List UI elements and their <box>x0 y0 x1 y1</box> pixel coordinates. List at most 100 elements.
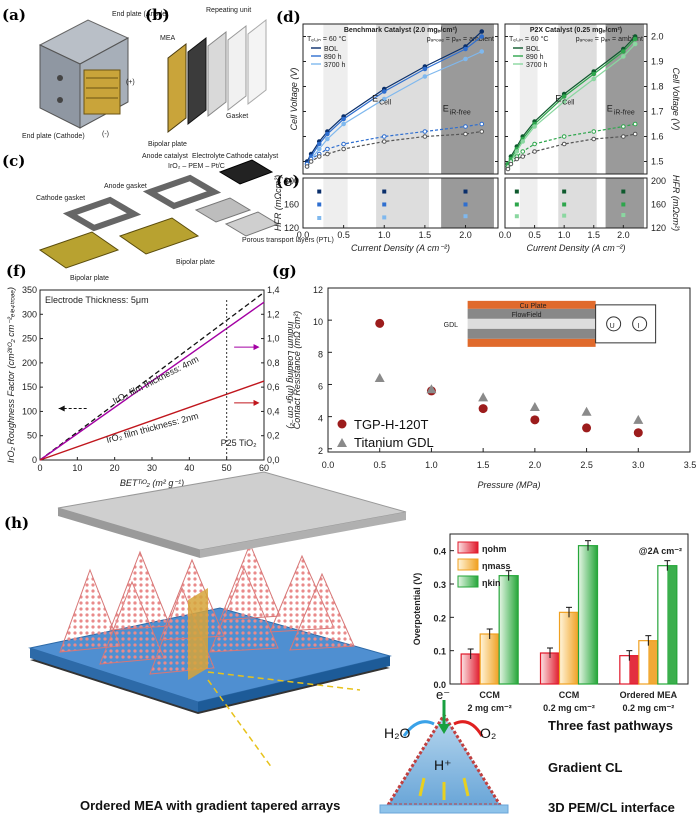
y-axis-label: Overpotential (V) <box>412 573 422 646</box>
annotation-ecell: E <box>372 94 378 104</box>
data-point <box>532 124 537 129</box>
chart-title: P2X Catalyst (0.25 mgᵢᵣ/cm²) <box>530 27 622 34</box>
oxygen-label: O₂ <box>480 725 496 741</box>
y-tick-label: 0 <box>32 455 37 465</box>
data-point <box>317 202 322 207</box>
annotation-eir: E <box>607 104 613 114</box>
y-tick-label: 120 <box>651 223 666 233</box>
legend-label: Titanium GDL <box>354 435 434 450</box>
data-point <box>561 99 567 104</box>
data-point <box>562 189 567 194</box>
legend-label: 890 h <box>526 54 544 61</box>
data-point <box>591 76 597 82</box>
stack-formula-label: IrO₂ – PEM – Pt/C <box>168 163 225 170</box>
data-point <box>621 213 626 218</box>
data-point <box>520 154 526 159</box>
arrow-head-icon <box>58 405 65 412</box>
data-point <box>325 131 330 137</box>
gdl-layer <box>467 318 596 329</box>
water-arrow <box>402 720 435 737</box>
inset-ff-label: FlowField <box>512 312 542 319</box>
data-point-ti <box>426 384 437 394</box>
data-point <box>632 41 638 47</box>
chart-subtitle-right: pₐₙₒₔₑ = pₐₙ = ambient <box>427 36 494 43</box>
bar-fill <box>667 565 677 684</box>
bolt-icon <box>57 75 63 81</box>
data-point <box>341 141 346 147</box>
data-point-ti <box>478 392 489 402</box>
shade-region <box>441 178 494 228</box>
y-tick-label: 350 <box>22 285 37 295</box>
chart-h-bars: 0.0 0.1 0.2 0.3 0.4 CCM 2 mg cm⁻² CCM 0.2 mg cm⁻… <box>412 533 689 713</box>
data-point <box>316 154 322 159</box>
bar-fill <box>648 640 658 684</box>
chart-subtitle-left: Tₑₗ,ᵢₙ = 60 °C <box>307 35 346 43</box>
x-tick-label: 0.0 <box>297 230 310 240</box>
cathode-gasket-label: Cathode gasket <box>36 195 85 202</box>
data-point <box>341 146 346 152</box>
data-point <box>561 94 567 99</box>
data-point <box>514 156 520 162</box>
film-2nm-label: IrO₂ film thickness: 2nm <box>105 411 199 445</box>
data-point <box>479 49 485 54</box>
top-plate <box>57 471 407 551</box>
data-point <box>514 189 519 194</box>
y-tick-label: 2.0 <box>651 32 664 42</box>
y2-tick-label: 0,0 <box>267 455 280 465</box>
interface-label: 3D PEM/CL interface <box>548 800 675 815</box>
data-point-tgp <box>530 415 540 425</box>
x-tick-label: 3.5 <box>684 460 697 470</box>
annotation-eir: E <box>443 104 449 114</box>
data-point <box>382 189 387 194</box>
data-point <box>325 151 330 157</box>
chart-subtitle-left: Tₑₗ,ᵢₙ = 60 °C <box>509 35 548 43</box>
legend-label: BOL <box>526 46 540 53</box>
data-point <box>621 54 626 59</box>
minus-terminal-label: (-) <box>102 131 109 138</box>
shade-region <box>519 178 538 228</box>
data-point <box>508 161 514 167</box>
x-tick-label: 0 <box>37 463 42 473</box>
p25-label: P25 TiO₂ <box>221 438 258 448</box>
film-2nm-line <box>39 380 265 461</box>
x-axis-label: Pressure (MPa) <box>477 480 540 490</box>
bar <box>558 611 580 685</box>
data-point <box>532 141 537 147</box>
inset-circuit <box>595 304 657 344</box>
flowfield-top <box>467 308 596 319</box>
y-axis-label: Contact Resistance (mΩ cm²) <box>292 311 302 429</box>
y-tick-label: 6 <box>318 381 323 391</box>
ptl-sheet <box>194 197 252 223</box>
x-tick-label: 60 <box>259 463 269 473</box>
annotation-ecell-sub: Cell <box>379 100 392 107</box>
data-point <box>479 121 485 127</box>
data-point <box>316 146 322 152</box>
legend-swatch <box>457 541 479 554</box>
data-point <box>514 149 520 154</box>
data-point <box>422 134 428 139</box>
data-point <box>422 129 428 134</box>
data-point-tgp <box>375 318 385 328</box>
cu-plate-top <box>467 300 596 309</box>
end-plate-cathode-label: End plate (Cathode) <box>22 133 85 140</box>
x-tick-label: 1.0 <box>425 460 438 470</box>
cross-section-plane <box>188 588 208 680</box>
panel-b: (b) Repeating unit MEA Gasket Bipolar pl… <box>145 6 267 148</box>
legend-label: ηkin <box>482 578 501 588</box>
data-point <box>562 213 567 218</box>
data-point-ti <box>529 401 540 411</box>
bipolar-plate-shape <box>167 42 187 134</box>
data-point <box>463 56 468 62</box>
panel-h-caption: Ordered MEA with gradient tapered arrays <box>80 798 340 813</box>
annotation-ecell: E <box>555 94 561 104</box>
x-tick-label: 1.5 <box>477 460 490 470</box>
x-tick-label: 1.5 <box>419 230 432 240</box>
cathode-catalyst-label: Cathode catalyst <box>226 153 278 160</box>
chart-g: 2 4 6 8 10 12 0.0 0.5 1.0 1.5 2.0 2.5 3.0 3.5 TGP-H-12… <box>292 285 696 490</box>
category-label-2: 2 mg cm⁻² <box>468 703 512 713</box>
y2-tick-label: 0,8 <box>267 358 280 368</box>
y-tick-label: 160 <box>651 199 666 209</box>
data-point <box>514 202 519 207</box>
data-point <box>341 121 346 127</box>
